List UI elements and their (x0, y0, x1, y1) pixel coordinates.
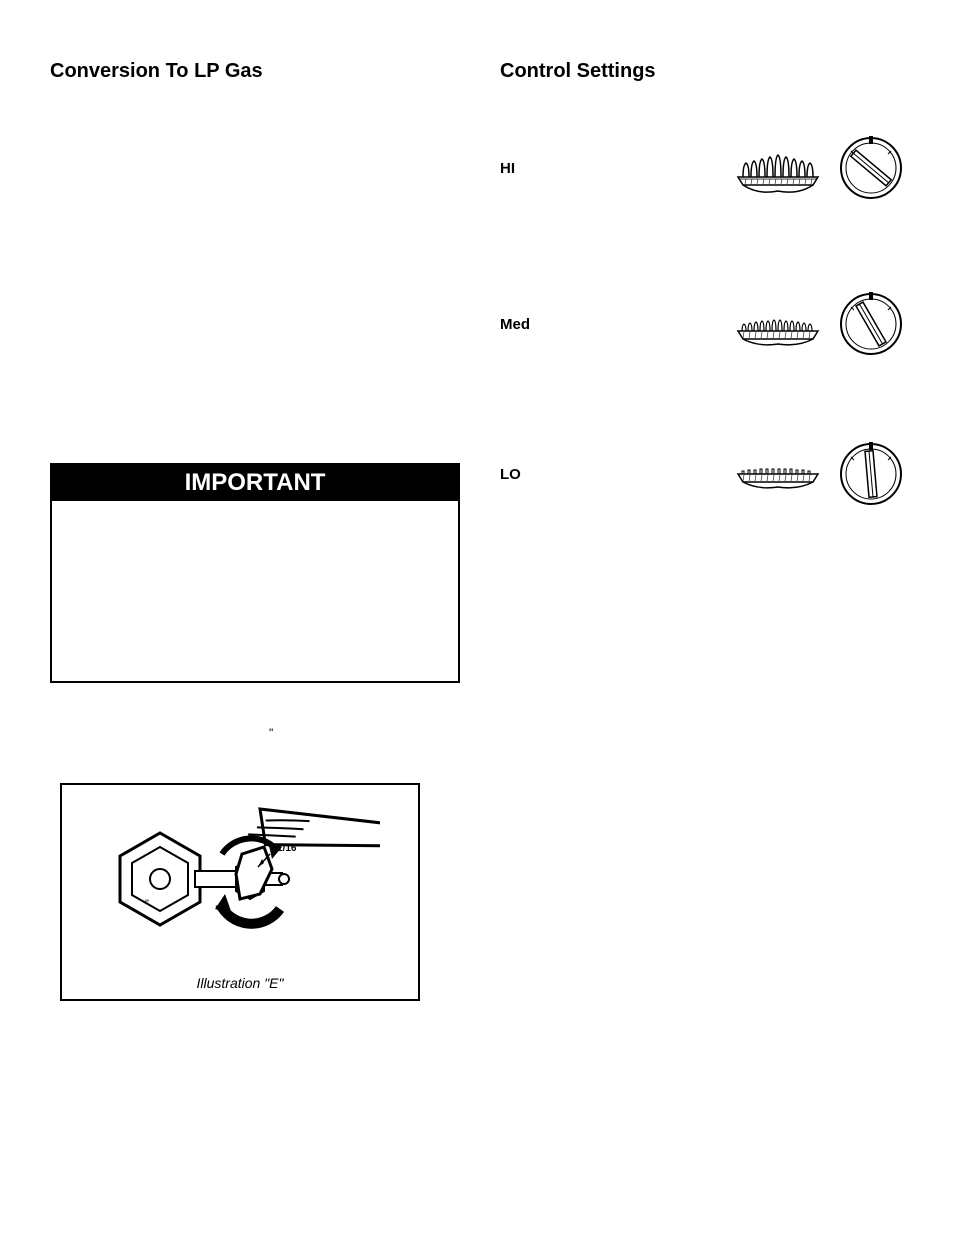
illustration-e-box: 11/16" Illustration "E" (60, 783, 420, 1001)
right-column: Control Settings HI (500, 60, 904, 1001)
burner-med-icon (728, 295, 828, 353)
setting-label-med: Med (500, 316, 560, 333)
wrench-nut-illustration: 11/16" (100, 799, 380, 969)
setting-row-hi: HI (500, 135, 904, 201)
left-column: Conversion To LP Gas IMPORTANT " (50, 60, 460, 1001)
conversion-heading: Conversion To LP Gas (50, 60, 460, 83)
setting-row-lo: LO (500, 441, 904, 507)
burner-knob-hi (728, 135, 904, 201)
setting-row-med: Med (500, 291, 904, 357)
knob-hi-icon (838, 135, 904, 201)
important-callout: IMPORTANT (50, 463, 460, 683)
knob-med-icon (838, 291, 904, 357)
stray-quote-2: " (145, 898, 149, 910)
page-columns: Conversion To LP Gas IMPORTANT " (50, 60, 904, 1001)
important-header: IMPORTANT (52, 465, 458, 501)
burner-knob-med (728, 291, 904, 357)
burner-lo-icon (728, 450, 828, 498)
settings-heading: Control Settings (500, 60, 904, 83)
burner-hi-icon (728, 137, 828, 199)
stray-quote: " (269, 726, 273, 740)
setting-label-lo: LO (500, 466, 560, 483)
knob-lo-icon (838, 441, 904, 507)
setting-label-hi: HI (500, 160, 560, 177)
burner-knob-lo (728, 441, 904, 507)
important-body (52, 501, 458, 681)
illustration-caption: Illustration "E" (72, 975, 408, 991)
